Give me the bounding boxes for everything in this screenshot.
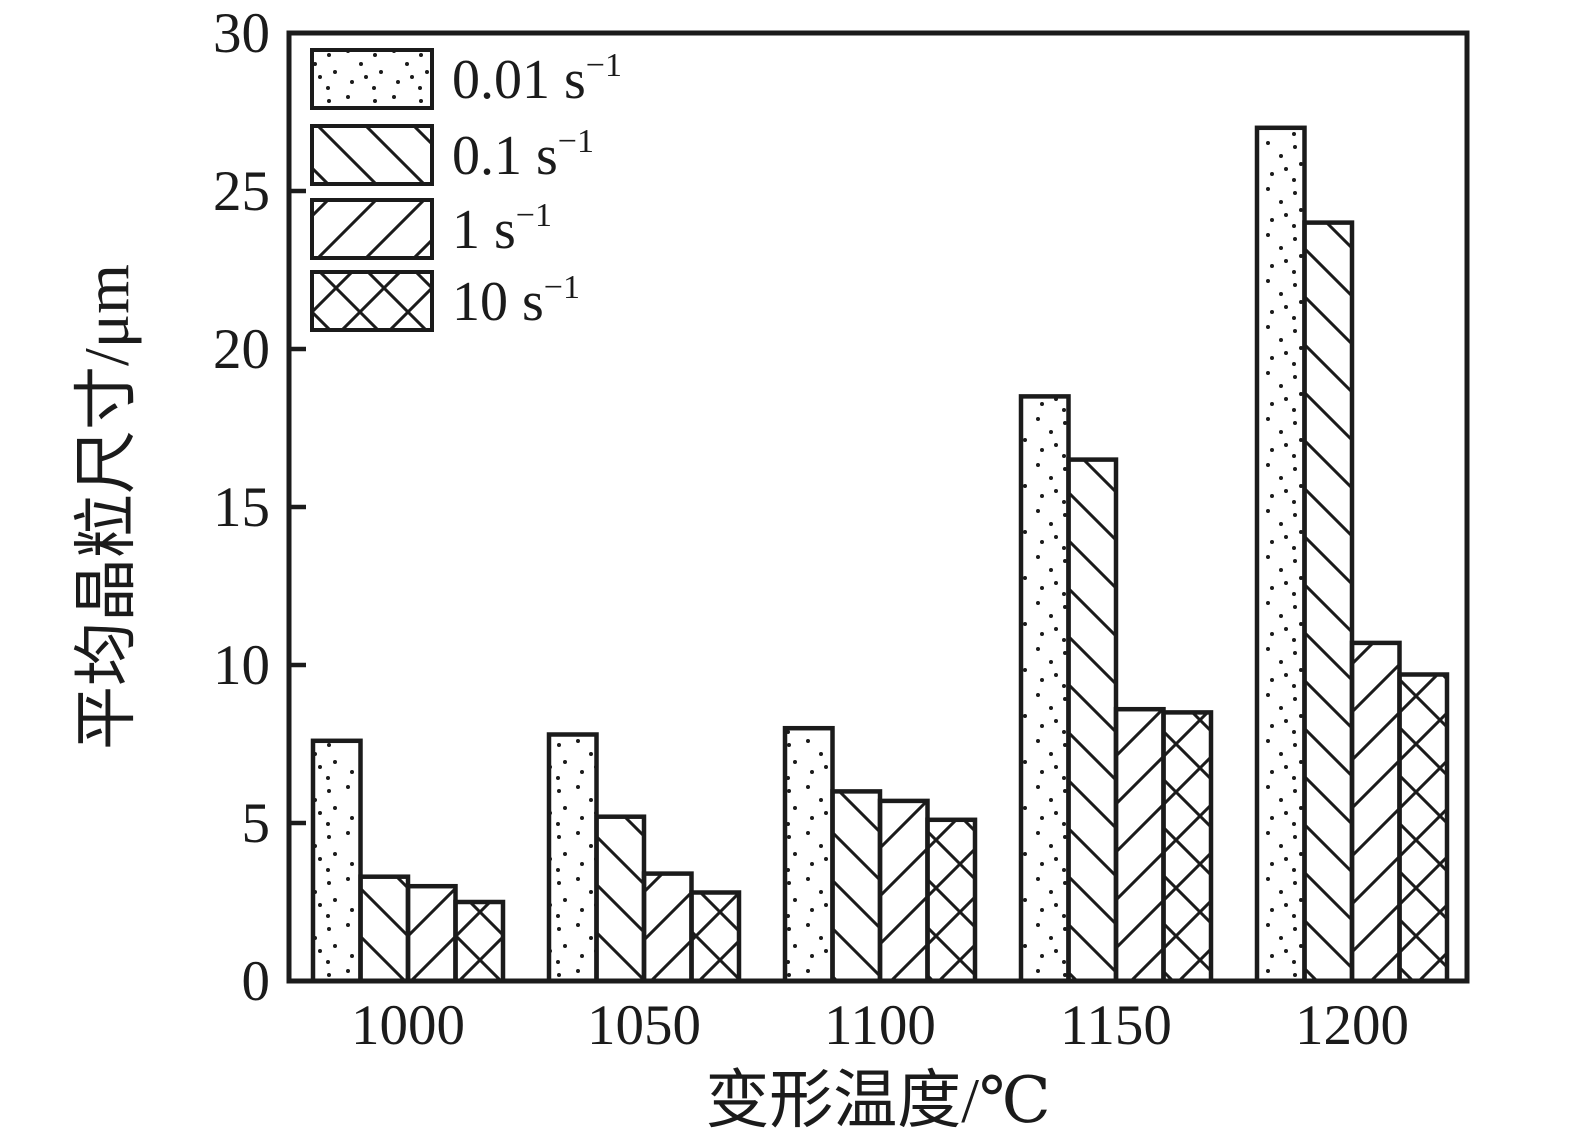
y-tick-label: 15	[213, 476, 270, 539]
legend-label: 0.1 s−1	[452, 123, 594, 187]
bar-1100-slash	[877, 798, 930, 984]
x-tick-label: 1200	[1295, 994, 1409, 1057]
bar-1000-backslash	[358, 874, 411, 984]
y-tick-label: 0	[242, 950, 271, 1013]
legend-swatch-slash	[310, 198, 434, 260]
bar-1100-dots	[782, 725, 835, 984]
y-axis-title: 平均晶粒尺寸/μm	[71, 264, 142, 750]
legend-swatch-dots	[310, 48, 434, 110]
bar-1050-dots	[546, 732, 599, 984]
x-axis-tick-labels: 1000 1050 1100 1150 1200	[351, 994, 1409, 1057]
y-axis-tick-labels: 0 5 10 15 20 25 30	[213, 2, 270, 1013]
x-tick-label: 1000	[351, 994, 465, 1057]
legend-label: 10 s−1	[452, 269, 580, 333]
x-tick-label: 1100	[824, 994, 936, 1057]
legend-swatch-backslash	[310, 124, 434, 186]
legend-label: 0.01 s−1	[452, 47, 622, 111]
bar-1200-backslash	[1302, 220, 1355, 984]
legend: 0.01 s−1 0.1 s−1 1 s−1 10 s−1	[310, 47, 622, 333]
bar-1150-backslash	[1066, 457, 1119, 984]
bar-1100-backslash	[830, 789, 883, 984]
bar-1100-crosshatch	[925, 817, 978, 984]
bars-layer	[310, 125, 1450, 984]
x-tick-label: 1050	[587, 994, 701, 1057]
x-axis-title: 变形温度/℃	[705, 1065, 1050, 1136]
bar-1000-crosshatch	[453, 899, 506, 984]
y-axis-ticks	[289, 188, 306, 826]
bar-1050-crosshatch	[689, 890, 742, 984]
bar-1200-slash	[1349, 640, 1402, 984]
y-tick-label: 25	[213, 160, 270, 223]
bar-1000-dots	[310, 738, 363, 984]
y-tick-label: 30	[213, 2, 270, 65]
y-tick-label: 20	[213, 318, 270, 381]
y-tick-label: 10	[213, 634, 270, 697]
bar-1050-backslash	[594, 814, 647, 984]
x-tick-label: 1150	[1060, 994, 1172, 1057]
bar-1050-slash	[641, 871, 694, 984]
y-tick-label: 5	[242, 792, 271, 855]
bar-1150-crosshatch	[1161, 710, 1214, 984]
bar-1200-crosshatch	[1397, 672, 1450, 984]
bar-1150-dots	[1018, 394, 1071, 984]
bar-1200-dots	[1254, 125, 1307, 984]
bar-1150-slash	[1113, 706, 1166, 984]
bar-1000-slash	[405, 883, 458, 984]
legend-swatch-crosshatch	[310, 270, 434, 332]
legend-label: 1 s−1	[452, 197, 552, 261]
